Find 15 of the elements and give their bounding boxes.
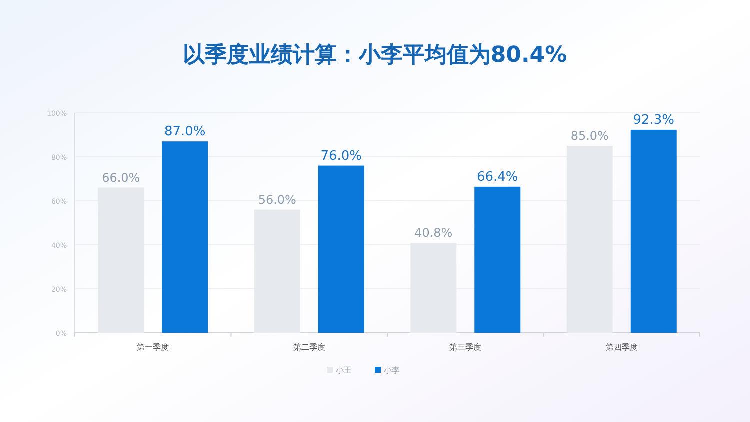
data-label: 66.0% [102, 170, 140, 185]
data-label: 56.0% [258, 192, 296, 207]
x-tick-label: 第三季度 [450, 343, 482, 352]
data-label: 40.8% [414, 226, 453, 240]
data-label: 85.0% [570, 129, 609, 143]
x-tick-label: 第一季度 [137, 343, 170, 352]
data-label: 92.3% [633, 112, 675, 128]
legend-label: 小李 [384, 366, 400, 375]
x-tick-label: 第四季度 [606, 343, 638, 352]
data-label: 66.4% [476, 170, 518, 185]
legend-label: 小王 [336, 366, 352, 375]
data-label: 87.0% [164, 124, 206, 140]
chart-title: 以季度业绩计算：小李平均值为80.4% [182, 42, 568, 68]
data-label: 76.0% [320, 148, 362, 164]
x-tick-label: 第二季度 [293, 343, 326, 352]
